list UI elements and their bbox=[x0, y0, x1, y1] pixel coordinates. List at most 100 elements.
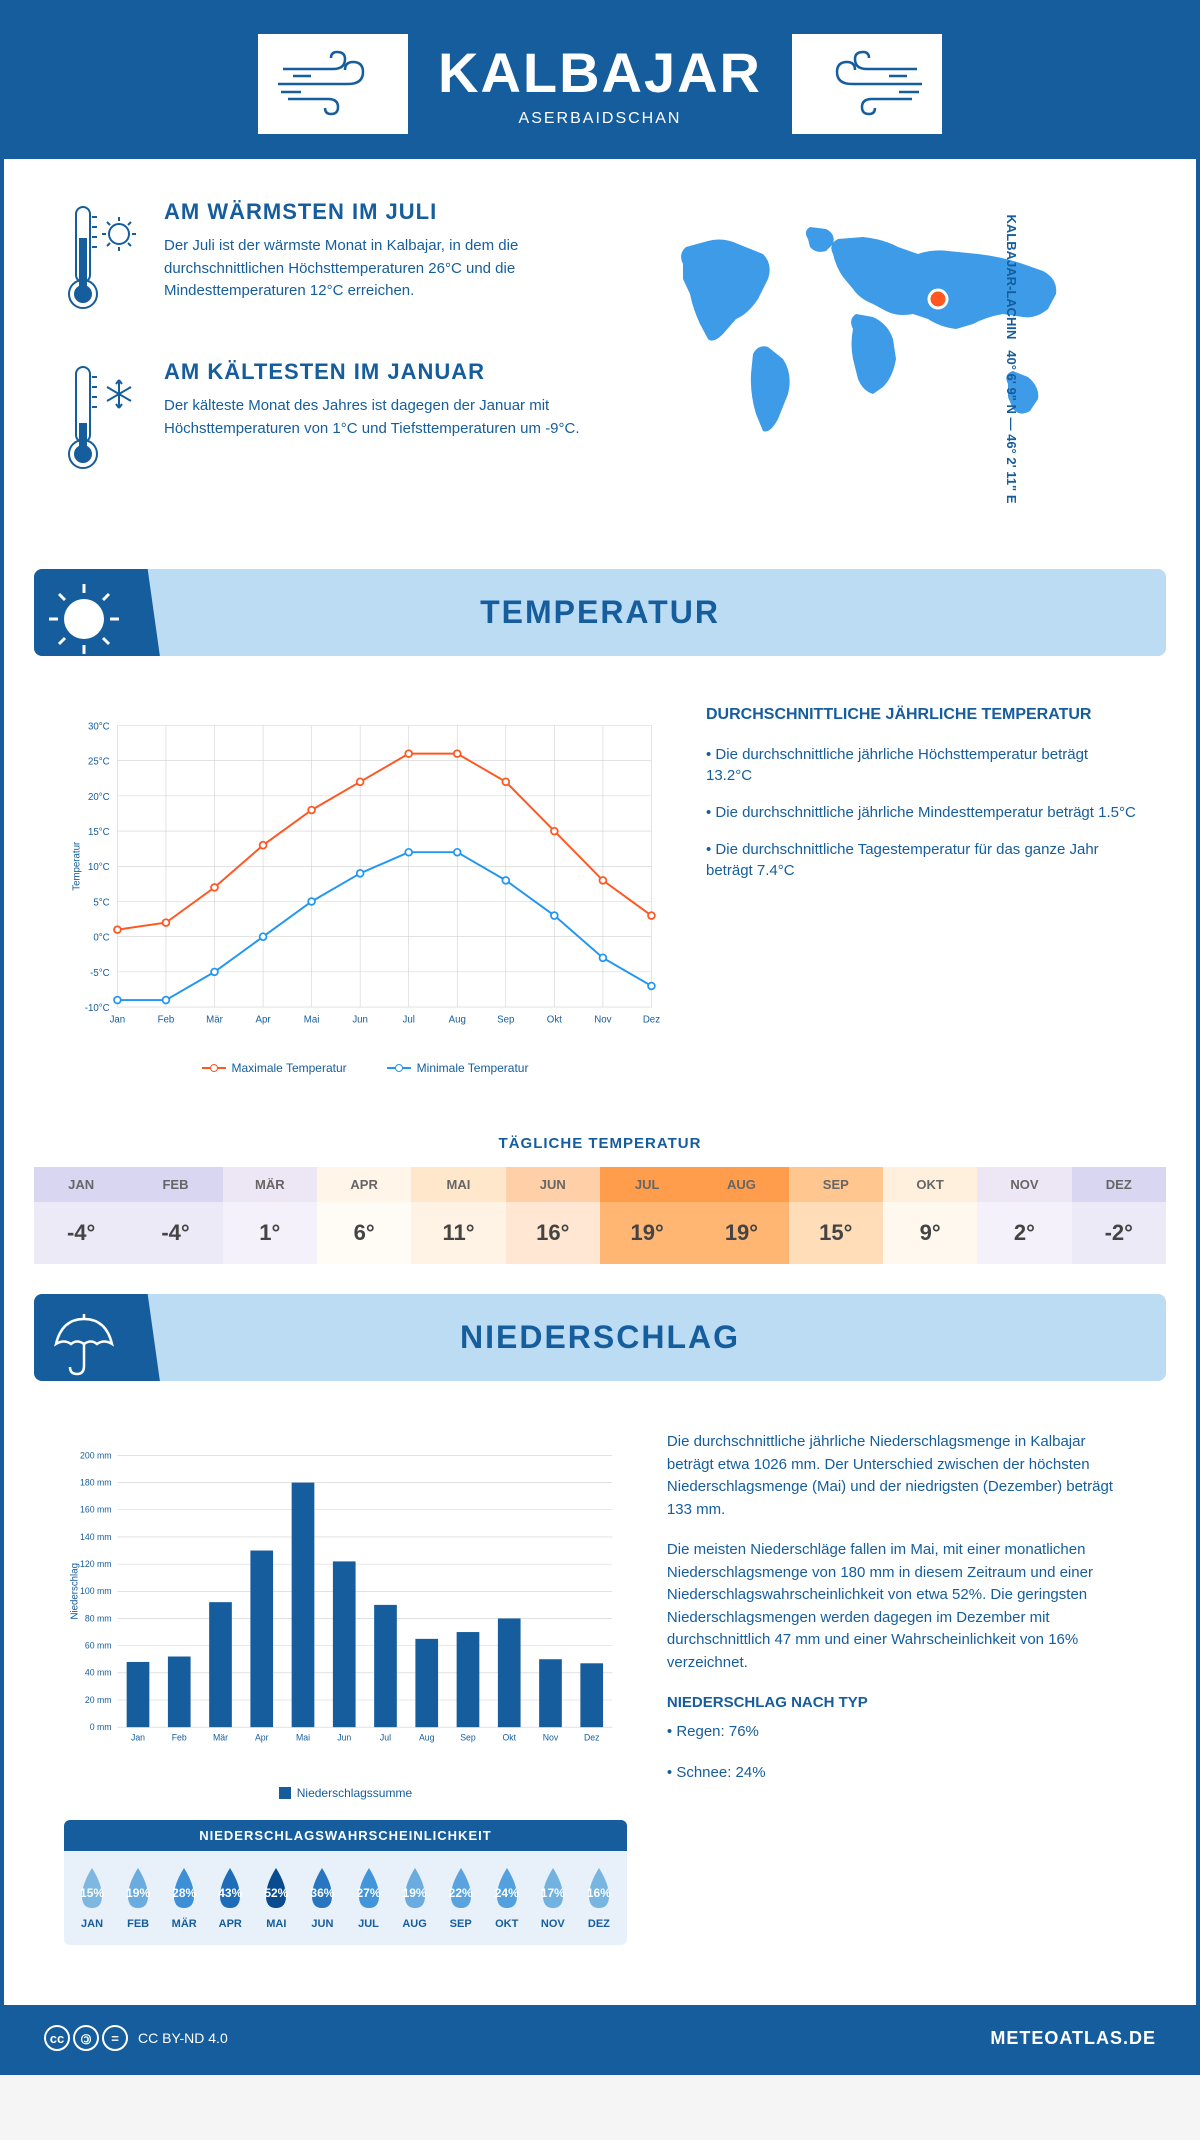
daily-temp-table: JAN-4°FEB-4°MÄR1°APR6°MAI11°JUN16°JUL19°… bbox=[34, 1167, 1166, 1264]
svg-text:200 mm: 200 mm bbox=[80, 1450, 112, 1460]
svg-text:Nov: Nov bbox=[543, 1733, 559, 1743]
temp-line-chart: -10°C-5°C0°C5°C10°C15°C20°C25°C30°CJanFe… bbox=[64, 706, 666, 1046]
svg-text:10°C: 10°C bbox=[88, 862, 110, 873]
warm-title: AM WÄRMSTEN IM JULI bbox=[164, 199, 580, 225]
precip-p1: Die durchschnittliche jährliche Niedersc… bbox=[667, 1431, 1136, 1521]
warm-block: AM WÄRMSTEN IM JULI Der Juli ist der wär… bbox=[64, 199, 580, 324]
prob-cell: 15%JAN bbox=[69, 1866, 115, 1930]
svg-text:30°C: 30°C bbox=[88, 721, 110, 732]
temp-section-header: TEMPERATUR bbox=[34, 569, 1166, 656]
sun-icon bbox=[34, 569, 163, 656]
daily-cell: DEZ-2° bbox=[1072, 1167, 1166, 1264]
daily-cell: JAN-4° bbox=[34, 1167, 128, 1264]
cold-title: AM KÄLTESTEN IM JANUAR bbox=[164, 359, 580, 385]
svg-text:Mai: Mai bbox=[296, 1733, 310, 1743]
svg-text:Jul: Jul bbox=[380, 1733, 391, 1743]
svg-text:Jan: Jan bbox=[131, 1733, 145, 1743]
header: KALBAJAR ASERBAIDSCHAN bbox=[4, 4, 1196, 159]
svg-text:Dez: Dez bbox=[584, 1733, 600, 1743]
svg-text:Mär: Mär bbox=[213, 1733, 228, 1743]
country-subtitle: ASERBAIDSCHAN bbox=[438, 110, 762, 128]
daily-cell: NOV2° bbox=[977, 1167, 1071, 1264]
svg-text:Feb: Feb bbox=[158, 1015, 175, 1026]
warm-text: Der Juli ist der wärmste Monat in Kalbaj… bbox=[164, 235, 580, 303]
temp-legend: Maximale Temperatur Minimale Temperatur bbox=[64, 1061, 666, 1075]
prob-cell: 17%NOV bbox=[530, 1866, 576, 1930]
cold-text: Der kälteste Monat des Jahres ist dagege… bbox=[164, 395, 580, 440]
footer: cc🄯= CC BY-ND 4.0 METEOATLAS.DE bbox=[4, 2005, 1196, 2071]
precip-section-header: NIEDERSCHLAG bbox=[34, 1294, 1166, 1381]
svg-text:120 mm: 120 mm bbox=[80, 1559, 112, 1569]
svg-text:Sep: Sep bbox=[460, 1733, 476, 1743]
precip-legend: Niederschlagssumme bbox=[64, 1786, 627, 1800]
daily-cell: MÄR1° bbox=[223, 1167, 317, 1264]
svg-text:15°C: 15°C bbox=[88, 827, 110, 838]
svg-text:Okt: Okt bbox=[502, 1733, 516, 1743]
daily-cell: OKT9° bbox=[883, 1167, 977, 1264]
svg-text:Sep: Sep bbox=[497, 1015, 514, 1026]
city-title: KALBAJAR bbox=[438, 40, 762, 105]
coordinates: KALBAJAR-LACHIN 40° 6' 9" N — 46° 2' 11"… bbox=[1004, 215, 1019, 504]
wind-icon-left bbox=[258, 34, 408, 134]
svg-text:Mär: Mär bbox=[206, 1015, 223, 1026]
svg-text:80 mm: 80 mm bbox=[85, 1613, 112, 1623]
cc-icons: cc🄯= bbox=[44, 2025, 128, 2051]
svg-text:Jan: Jan bbox=[110, 1015, 126, 1026]
svg-text:Okt: Okt bbox=[547, 1015, 562, 1026]
daily-title: TÄGLICHE TEMPERATUR bbox=[4, 1135, 1196, 1152]
svg-text:160 mm: 160 mm bbox=[80, 1505, 112, 1515]
daily-cell: JUN16° bbox=[506, 1167, 600, 1264]
svg-text:25°C: 25°C bbox=[88, 757, 110, 768]
prob-cell: 52%MAI bbox=[253, 1866, 299, 1930]
svg-text:Apr: Apr bbox=[256, 1015, 272, 1026]
prob-cell: 36%JUN bbox=[299, 1866, 345, 1930]
temp-bullet: • Die durchschnittliche jährliche Mindes… bbox=[706, 802, 1136, 823]
thermometer-snow-icon bbox=[64, 359, 144, 484]
temp-info-title: DURCHSCHNITTLICHE JÄHRLICHE TEMPERATUR bbox=[706, 706, 1136, 724]
world-map bbox=[620, 199, 1136, 479]
precip-p2: Die meisten Niederschläge fallen im Mai,… bbox=[667, 1539, 1136, 1674]
prob-cell: 27%JUL bbox=[345, 1866, 391, 1930]
svg-text:180 mm: 180 mm bbox=[80, 1478, 112, 1488]
daily-cell: SEP15° bbox=[789, 1167, 883, 1264]
daily-cell: APR6° bbox=[317, 1167, 411, 1264]
prob-cell: 16%DEZ bbox=[576, 1866, 622, 1930]
temp-bullet: • Die durchschnittliche Tagestemperatur … bbox=[706, 839, 1136, 881]
precip-content: 0 mm20 mm40 mm60 mm80 mm100 mm120 mm140 … bbox=[4, 1401, 1196, 1975]
svg-text:Jul: Jul bbox=[402, 1015, 414, 1026]
thermometer-sun-icon bbox=[64, 199, 144, 324]
svg-text:Feb: Feb bbox=[172, 1733, 187, 1743]
svg-text:Niederschlag: Niederschlag bbox=[70, 1563, 81, 1620]
precip-title: NIEDERSCHLAG bbox=[59, 1319, 1141, 1356]
svg-text:5°C: 5°C bbox=[93, 897, 109, 908]
prob-cell: 43%APR bbox=[207, 1866, 253, 1930]
daily-cell: AUG19° bbox=[694, 1167, 788, 1264]
svg-text:Dez: Dez bbox=[643, 1015, 660, 1026]
temp-title: TEMPERATUR bbox=[59, 594, 1141, 631]
precip-type: • Regen: 76% bbox=[667, 1721, 1136, 1744]
svg-text:Temperatur: Temperatur bbox=[72, 841, 83, 891]
daily-cell: MAI11° bbox=[411, 1167, 505, 1264]
wind-icon-right bbox=[792, 34, 942, 134]
prob-cell: 19%FEB bbox=[115, 1866, 161, 1930]
umbrella-icon bbox=[34, 1294, 163, 1381]
intro-section: AM WÄRMSTEN IM JULI Der Juli ist der wär… bbox=[4, 159, 1196, 549]
precip-type: • Schnee: 24% bbox=[667, 1762, 1136, 1785]
svg-text:-5°C: -5°C bbox=[90, 968, 109, 979]
svg-text:Apr: Apr bbox=[255, 1733, 269, 1743]
daily-cell: FEB-4° bbox=[128, 1167, 222, 1264]
daily-cell: JUL19° bbox=[600, 1167, 694, 1264]
prob-cell: 22%SEP bbox=[438, 1866, 484, 1930]
prob-cell: 19%AUG bbox=[392, 1866, 438, 1930]
svg-text:Jun: Jun bbox=[337, 1733, 351, 1743]
svg-text:Mai: Mai bbox=[304, 1015, 320, 1026]
svg-text:Aug: Aug bbox=[419, 1733, 435, 1743]
svg-text:40 mm: 40 mm bbox=[85, 1668, 112, 1678]
precip-bar-chart: 0 mm20 mm40 mm60 mm80 mm100 mm120 mm140 … bbox=[64, 1431, 627, 1771]
svg-text:0 mm: 0 mm bbox=[90, 1722, 112, 1732]
prob-title: NIEDERSCHLAGSWAHRSCHEINLICHKEIT bbox=[64, 1820, 627, 1851]
temp-bullet: • Die durchschnittliche jährliche Höchst… bbox=[706, 744, 1136, 786]
cold-block: AM KÄLTESTEN IM JANUAR Der kälteste Mona… bbox=[64, 359, 580, 484]
svg-text:0°C: 0°C bbox=[93, 933, 109, 944]
svg-text:Aug: Aug bbox=[449, 1015, 466, 1026]
